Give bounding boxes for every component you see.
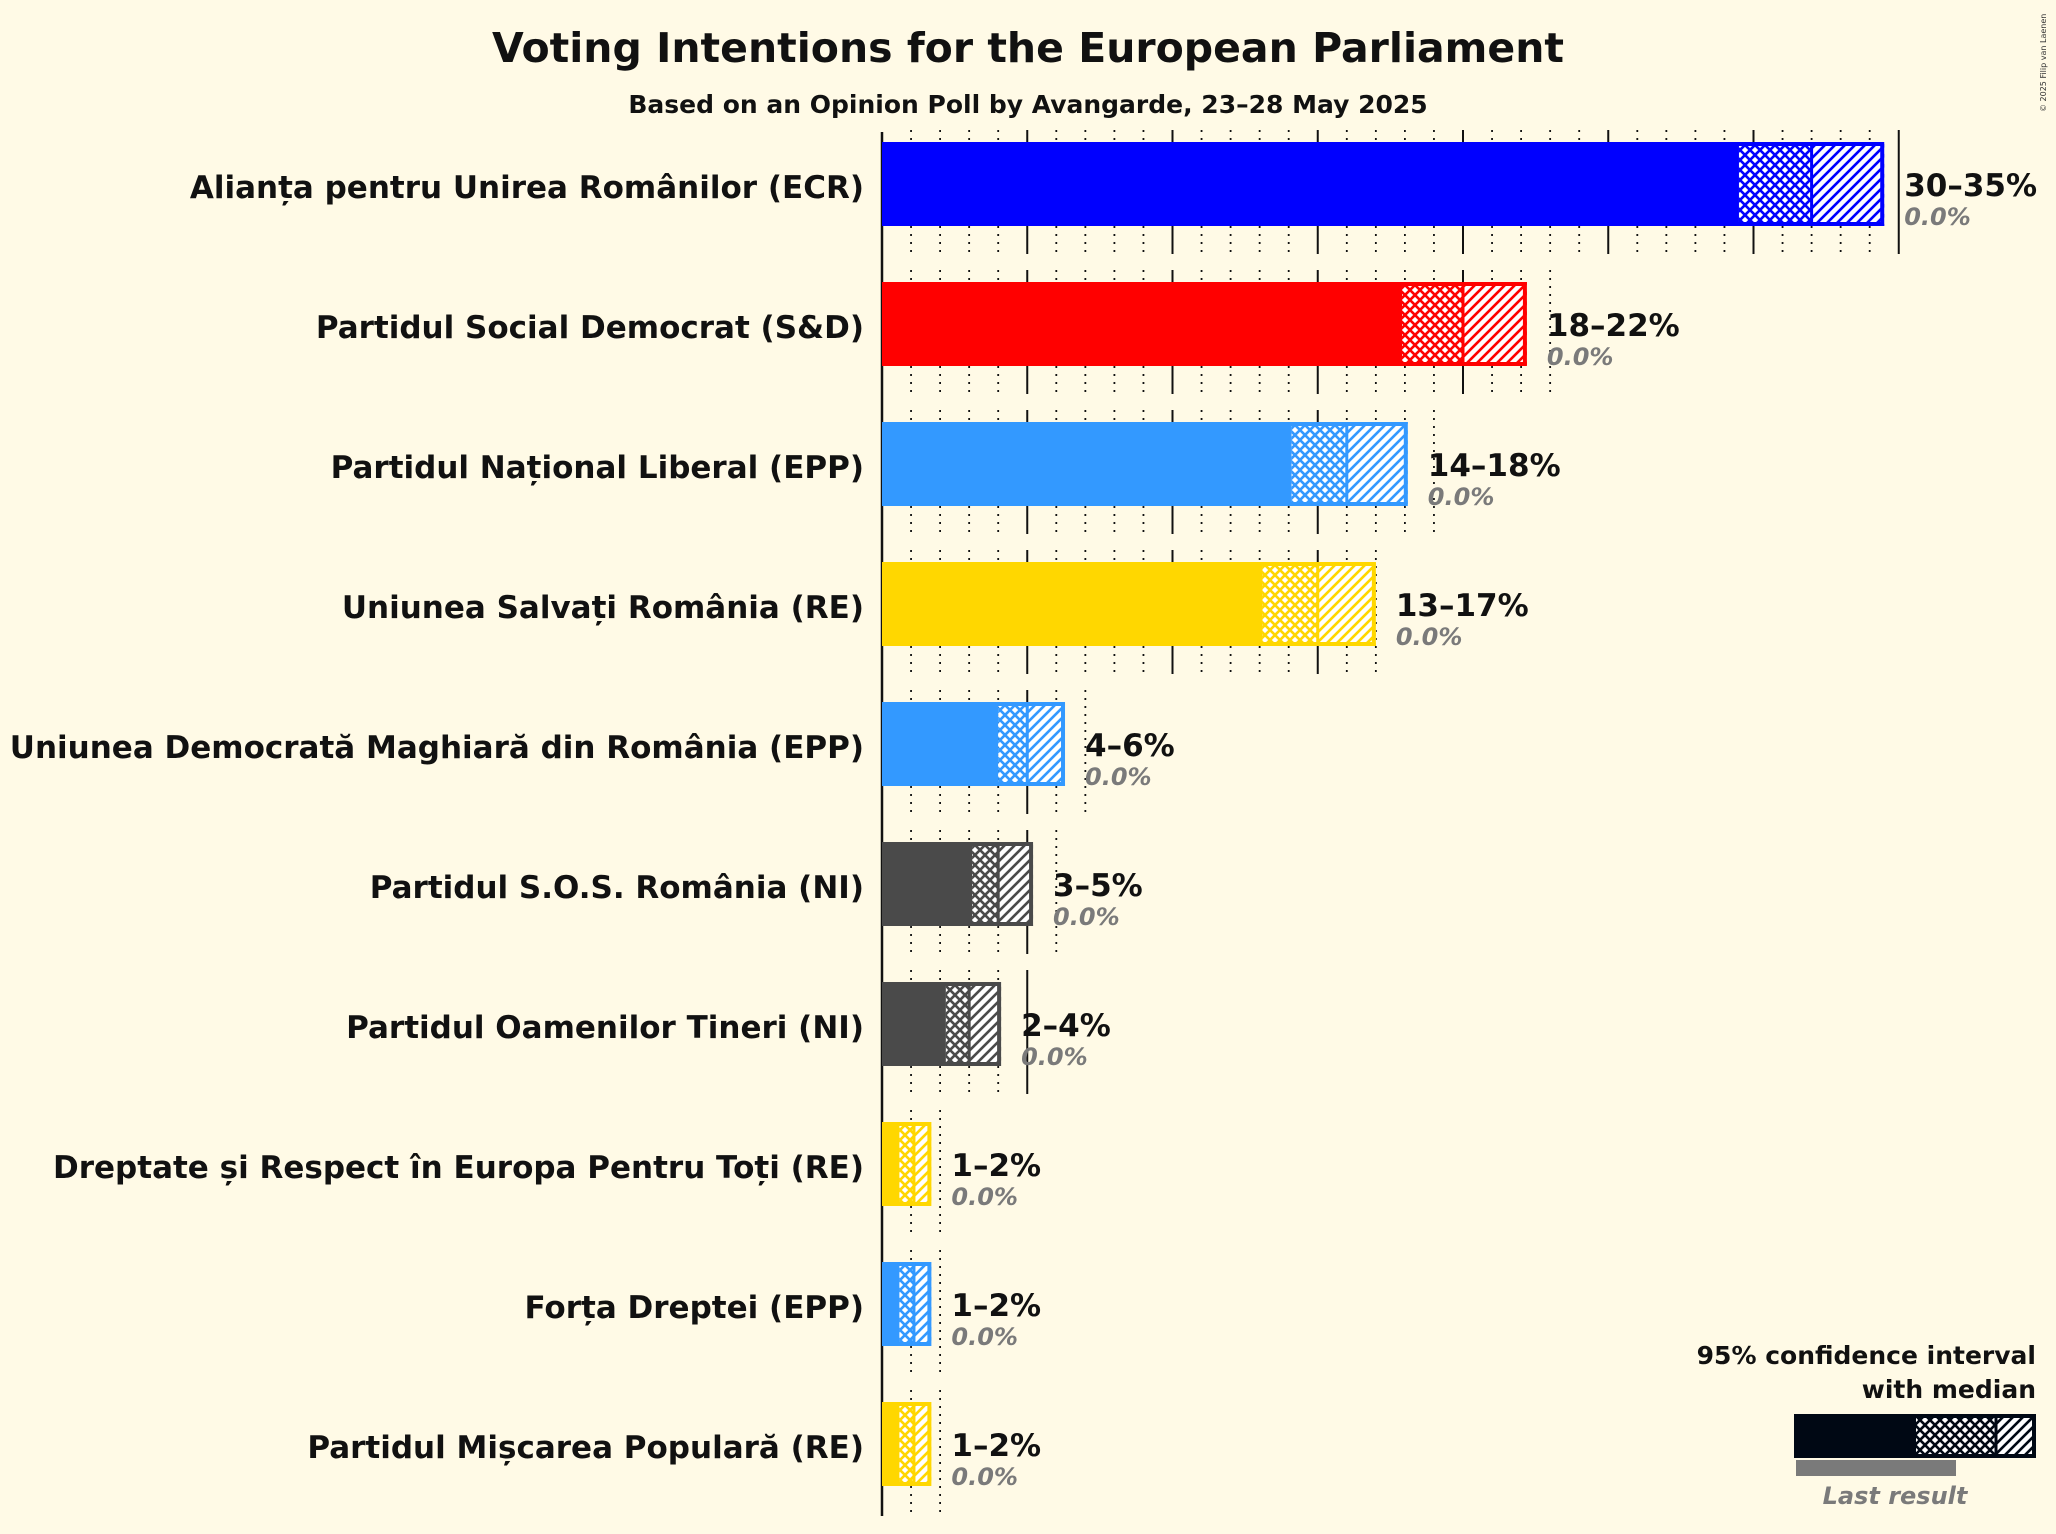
bar-ci-upper — [913, 1262, 932, 1346]
legend-median-label: with median — [1862, 1375, 2036, 1404]
bar-outline — [882, 422, 1408, 506]
party-row: Alianța pentru Unirea Românilor (ECR) 30–… — [190, 142, 2037, 231]
chart-title: Voting Intentions for the European Parli… — [492, 24, 1564, 72]
legend-cross-swatch — [1916, 1414, 1996, 1458]
bar-solid — [882, 142, 1739, 226]
party-name-label: Partidul S.O.S. România (NI) — [370, 870, 864, 906]
party-row: Uniunea Salvați România (RE) 13–17%0.0% — [342, 562, 1529, 651]
bar-ci-upper — [913, 1402, 932, 1486]
bar-ci-upper — [1317, 562, 1376, 646]
last-result-label: 0.0% — [1085, 763, 1152, 791]
bar-solid — [882, 422, 1292, 506]
party-row: Partidul Social Democrat (S&D) 18–22%0.0% — [316, 282, 1680, 371]
last-result-label: 0.0% — [1547, 343, 1614, 371]
range-label: 1–2% — [951, 1148, 1041, 1184]
bar-ci-upper — [1811, 142, 1885, 226]
party-row: Uniunea Democrată Maghiară din România (… — [10, 702, 1175, 791]
party-name-label: Partidul Național Liberal (EPP) — [331, 450, 864, 486]
bar-outline — [882, 1402, 932, 1486]
last-result-label: 0.0% — [1021, 1043, 1088, 1071]
range-label: 13–17% — [1396, 588, 1529, 624]
party-name-label: Dreptate și Respect în Europa Pentru Toț… — [53, 1150, 864, 1186]
party-row: Partidul Național Liberal (EPP) 14–18%0.0… — [331, 422, 1561, 511]
last-result-label: 0.0% — [1053, 903, 1120, 931]
party-row: Forța Dreptei (EPP) 1–2%0.0% — [525, 1262, 1041, 1351]
range-label: 1–2% — [951, 1428, 1041, 1464]
bar-ci-lower — [899, 1122, 914, 1206]
bar-ci-lower — [1738, 142, 1812, 226]
party-name-label: Partidul Mișcarea Populară (RE) — [307, 1430, 864, 1466]
bar-ci-lower — [1401, 282, 1463, 366]
bar-outline — [882, 1262, 932, 1346]
last-result-label: 0.0% — [951, 1323, 1018, 1351]
last-result-label: 0.0% — [951, 1183, 1018, 1211]
bar-outline — [882, 1122, 932, 1206]
bar-ci-lower — [899, 1262, 914, 1346]
range-label: 4–6% — [1085, 728, 1175, 764]
last-result-label: 0.0% — [1428, 483, 1495, 511]
legend-ci-label: 95% confidence interval — [1697, 1341, 2036, 1370]
bar-outline — [882, 142, 1885, 226]
legend-last-result-swatch — [1796, 1460, 1956, 1476]
bar-ci-upper — [1463, 282, 1527, 366]
bars-group: Alianța pentru Unirea Românilor (ECR) 30–… — [10, 142, 2037, 1491]
range-label: 3–5% — [1053, 868, 1143, 904]
bar-ci-upper — [998, 842, 1034, 926]
party-row: Partidul Oamenilor Tineri (NI) 2–4%0.0% — [346, 982, 1111, 1071]
last-result-label: 0.0% — [1396, 623, 1463, 651]
party-name-label: Uniunea Democrată Maghiară din România (… — [10, 730, 864, 766]
bar-outline — [882, 842, 1034, 926]
party-row: Partidul Mișcarea Populară (RE) 1–2%0.0% — [307, 1402, 1041, 1491]
legend-solid-swatch — [1794, 1414, 1916, 1458]
range-label: 14–18% — [1428, 448, 1561, 484]
bar-ci-upper — [1027, 702, 1066, 786]
bar-solid — [882, 1262, 900, 1346]
party-name-label: Alianța pentru Unirea Românilor (ECR) — [190, 170, 864, 206]
bar-outline — [882, 562, 1376, 646]
bar-outline — [882, 982, 1002, 1066]
party-name-label: Uniunea Salvați România (RE) — [342, 590, 864, 626]
party-name-label: Forța Dreptei (EPP) — [525, 1290, 865, 1326]
bar-solid — [882, 562, 1263, 646]
bar-solid — [882, 1122, 900, 1206]
legend-last-result-label: Last result — [1823, 1482, 1969, 1510]
bar-outline — [882, 702, 1066, 786]
party-name-label: Partidul Oamenilor Tineri (NI) — [346, 1010, 864, 1046]
bar-ci-lower — [1262, 562, 1318, 646]
bar-ci-upper — [969, 982, 1002, 1066]
party-name-label: Partidul Social Democrat (S&D) — [316, 310, 864, 346]
legend-hatch-swatch — [1996, 1414, 2036, 1458]
party-row: Partidul S.O.S. România (NI) 3–5%0.0% — [370, 842, 1143, 931]
range-label: 30–35% — [1904, 168, 2037, 204]
range-label: 2–4% — [1021, 1008, 1111, 1044]
bar-ci-upper — [913, 1122, 932, 1206]
bar-ci-lower — [998, 702, 1028, 786]
bar-ci-lower — [945, 982, 970, 1066]
bar-solid — [882, 982, 946, 1066]
bar-solid — [882, 842, 973, 926]
bar-solid — [882, 1402, 900, 1486]
legend-outline — [1794, 1414, 2036, 1458]
bar-solid — [882, 702, 999, 786]
copyright-note: © 2025 Filip van Laenen — [2039, 14, 2048, 112]
last-result-label: 0.0% — [1904, 203, 1971, 231]
bar-solid — [882, 282, 1402, 366]
bar-ci-upper — [1346, 422, 1408, 506]
bar-ci-lower — [1291, 422, 1347, 506]
legend: 95% confidence interval with median Last… — [1697, 1341, 2036, 1510]
last-result-label: 0.0% — [951, 1463, 1018, 1491]
bar-ci-lower — [899, 1402, 914, 1486]
bar-outline — [882, 282, 1527, 366]
bar-ci-lower — [972, 842, 999, 926]
chart-subtitle: Based on an Opinion Poll by Avangarde, 2… — [628, 90, 1427, 119]
range-label: 18–22% — [1547, 308, 1680, 344]
party-row: Dreptate și Respect în Europa Pentru Toț… — [53, 1122, 1041, 1211]
range-label: 1–2% — [951, 1288, 1041, 1324]
